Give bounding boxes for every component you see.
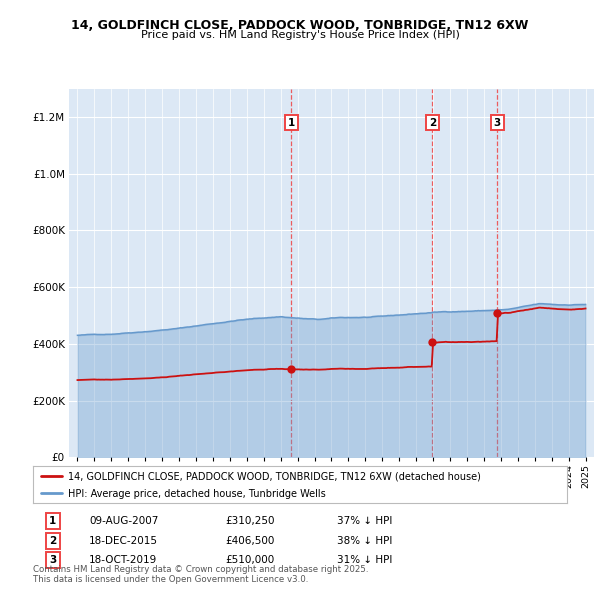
Text: HPI: Average price, detached house, Tunbridge Wells: HPI: Average price, detached house, Tunb… (68, 489, 325, 499)
Text: 2: 2 (49, 536, 56, 546)
Text: 38% ↓ HPI: 38% ↓ HPI (337, 536, 393, 546)
Text: 09-AUG-2007: 09-AUG-2007 (89, 516, 158, 526)
Text: 14, GOLDFINCH CLOSE, PADDOCK WOOD, TONBRIDGE, TN12 6XW: 14, GOLDFINCH CLOSE, PADDOCK WOOD, TONBR… (71, 19, 529, 32)
Text: 2: 2 (429, 117, 436, 127)
Text: Contains HM Land Registry data © Crown copyright and database right 2025.
This d: Contains HM Land Registry data © Crown c… (33, 565, 368, 584)
Text: 1: 1 (287, 117, 295, 127)
Text: 37% ↓ HPI: 37% ↓ HPI (337, 516, 393, 526)
Text: 18-DEC-2015: 18-DEC-2015 (89, 536, 158, 546)
Text: 31% ↓ HPI: 31% ↓ HPI (337, 555, 393, 565)
Text: 3: 3 (494, 117, 501, 127)
Text: £510,000: £510,000 (225, 555, 274, 565)
Text: 1: 1 (49, 516, 56, 526)
Text: £406,500: £406,500 (225, 536, 275, 546)
Text: 14, GOLDFINCH CLOSE, PADDOCK WOOD, TONBRIDGE, TN12 6XW (detached house): 14, GOLDFINCH CLOSE, PADDOCK WOOD, TONBR… (68, 472, 481, 481)
Text: 18-OCT-2019: 18-OCT-2019 (89, 555, 157, 565)
Text: £310,250: £310,250 (225, 516, 275, 526)
Text: 3: 3 (49, 555, 56, 565)
Text: Price paid vs. HM Land Registry's House Price Index (HPI): Price paid vs. HM Land Registry's House … (140, 30, 460, 40)
